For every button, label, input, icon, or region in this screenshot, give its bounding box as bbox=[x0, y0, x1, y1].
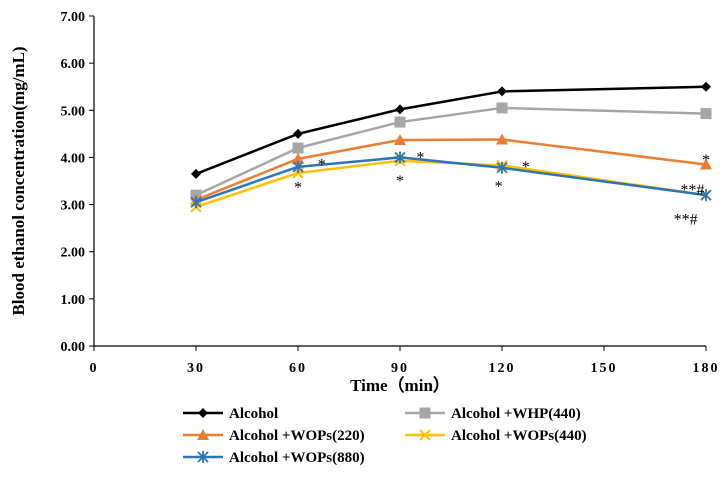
data-point-alcohol-whp-440 bbox=[394, 116, 406, 128]
y-tick-label: 7.00 bbox=[61, 10, 86, 25]
significance-mark: * bbox=[318, 157, 326, 174]
x-tick-label: 90 bbox=[391, 361, 409, 376]
data-point-alcohol bbox=[701, 81, 711, 92]
legend-marker bbox=[197, 451, 209, 463]
data-point-alcohol-wops-220 bbox=[496, 133, 508, 145]
significance-mark: * bbox=[294, 180, 302, 197]
data-point-alcohol-wops-880 bbox=[394, 151, 406, 164]
series-alcohol-wops-440 bbox=[190, 155, 712, 213]
significance-mark: * bbox=[495, 179, 503, 196]
legend-item-alcohol-wops-880: Alcohol +WOPs(880) bbox=[183, 450, 365, 466]
legend-label: Alcohol +WOPs(880) bbox=[229, 450, 365, 466]
legend-marker bbox=[197, 429, 209, 440]
annotations: * * * * * * * **# **# bbox=[294, 149, 710, 228]
legend-marker bbox=[419, 407, 431, 419]
data-point-alcohol-wops-220 bbox=[394, 133, 406, 145]
series-alcohol bbox=[191, 81, 711, 179]
series-line-alcohol-wops-220 bbox=[195, 138, 707, 202]
significance-mark: * bbox=[396, 173, 404, 190]
legend-marker bbox=[198, 408, 208, 418]
data-point-alcohol bbox=[395, 104, 405, 115]
significance-mark: * bbox=[416, 149, 424, 166]
y-tick-label: 5.00 bbox=[61, 104, 86, 119]
series-alcohol-wops-880 bbox=[190, 151, 712, 209]
data-point-alcohol-whp-440 bbox=[496, 102, 508, 114]
significance-mark: **# bbox=[674, 212, 698, 229]
x-ticks: 0 30 60 90 120 150 180 bbox=[90, 346, 720, 376]
data-point-alcohol-wops-220 bbox=[292, 152, 304, 164]
y-tick-label: 3.00 bbox=[61, 199, 86, 214]
y-tick-label: 0.00 bbox=[61, 340, 86, 355]
legend-item-alcohol: Alcohol bbox=[183, 406, 278, 422]
legend-item-alcohol-whp-440: Alcohol +WHP(440) bbox=[405, 406, 581, 422]
y-tick-label: 2.00 bbox=[61, 246, 86, 261]
legend-label: Alcohol +WOPs(440) bbox=[451, 428, 587, 444]
x-tick-label: 120 bbox=[489, 361, 516, 376]
legend-label: Alcohol +WOPs(220) bbox=[229, 428, 365, 444]
data-point-alcohol-wops-220 bbox=[700, 158, 712, 170]
data-point-alcohol-wops-880 bbox=[292, 160, 304, 173]
data-point-alcohol bbox=[497, 86, 507, 97]
y-tick-label: 6.00 bbox=[61, 57, 86, 72]
y-tick-label: 1.00 bbox=[61, 293, 86, 308]
data-point-alcohol bbox=[293, 128, 303, 139]
series-layer bbox=[190, 81, 712, 213]
legend-item-alcohol-wops-440: Alcohol +WOPs(440) bbox=[405, 428, 587, 444]
x-tick-label: 0 bbox=[90, 361, 99, 376]
data-point-alcohol-wops-880 bbox=[700, 189, 712, 202]
legend-item-alcohol-wops-220: Alcohol +WOPs(220) bbox=[183, 428, 365, 444]
y-axis-title: Blood ethanol concentration(mg/mL) bbox=[9, 46, 28, 315]
y-ticks: 0.00 1.00 2.00 3.00 4.00 5.00 6.00 7.00 bbox=[61, 10, 94, 355]
legend-label: Alcohol bbox=[229, 406, 278, 422]
data-point-alcohol-whp-440 bbox=[292, 142, 304, 154]
significance-mark: * bbox=[522, 159, 530, 176]
data-point-alcohol-wops-880 bbox=[496, 161, 508, 174]
x-tick-label: 30 bbox=[187, 361, 205, 376]
x-tick-label: 150 bbox=[591, 361, 618, 376]
data-point-alcohol-whp-440 bbox=[700, 108, 712, 120]
legend-label: Alcohol +WHP(440) bbox=[451, 406, 581, 422]
significance-mark: * bbox=[702, 152, 710, 169]
data-point-alcohol-wops-880 bbox=[190, 196, 202, 209]
legend-marker bbox=[419, 429, 431, 441]
y-tick-label: 4.00 bbox=[61, 151, 86, 166]
data-point-alcohol bbox=[191, 168, 201, 179]
x-tick-label: 60 bbox=[289, 361, 307, 376]
significance-mark: **# bbox=[680, 182, 704, 199]
x-axis-title: Time（min） bbox=[350, 375, 450, 395]
x-tick-label: 180 bbox=[693, 361, 720, 376]
legend: Alcohol Alcohol +WHP(440) Alcohol +WOPs(22… bbox=[183, 406, 587, 466]
